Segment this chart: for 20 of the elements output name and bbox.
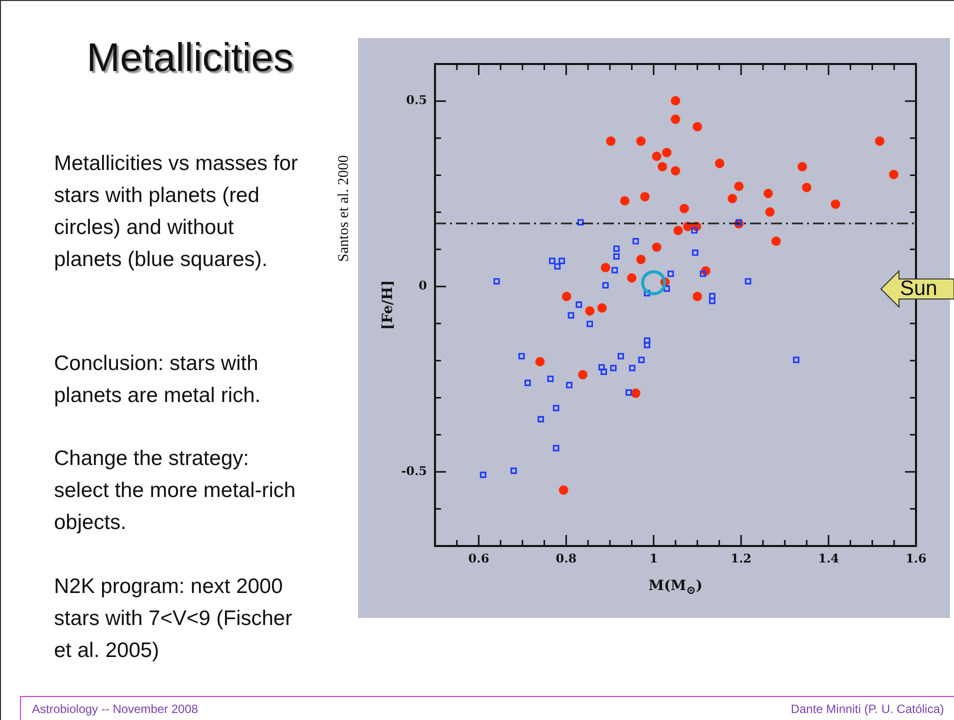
text: Change the strategy: select the more metal-rich objects. [54,446,297,536]
x-axis-title: M(M$_{⊙}$) [648,578,703,597]
y-tick-label: 0 [418,278,427,293]
y-axis-title: [Fe/H] [380,280,396,330]
y-tick-label: -0.5 [401,464,427,478]
x-tick-label: 1.2 [730,551,752,566]
x-tick-label: 0.6 [468,551,490,566]
text: Dante Minniti (P. U. Católica) [790,702,944,716]
x-tick-label: 0.8 [556,551,577,566]
text: Metallicities vs masses for stars with planets (red circles) and without planets (blue squares). [54,151,299,273]
x-tick-label: 1.4 [818,551,839,566]
x-tick-label: 1.6 [906,551,926,566]
chart-title: Metallicities [86,36,294,81]
y-tick-label: 0.5 [406,93,427,108]
text: N2K program: next 2000 stars with 7<V<9 (Fischer et al. 2005) [54,574,294,664]
text: Santos et al. 2000 [335,154,352,262]
text: Astrobiology -- November 2008 [32,702,198,716]
annotation: Sun [900,277,938,301]
text: Conclusion: stars with planets are metal rich. [54,351,262,409]
x-tick-label: 1 [649,551,658,566]
